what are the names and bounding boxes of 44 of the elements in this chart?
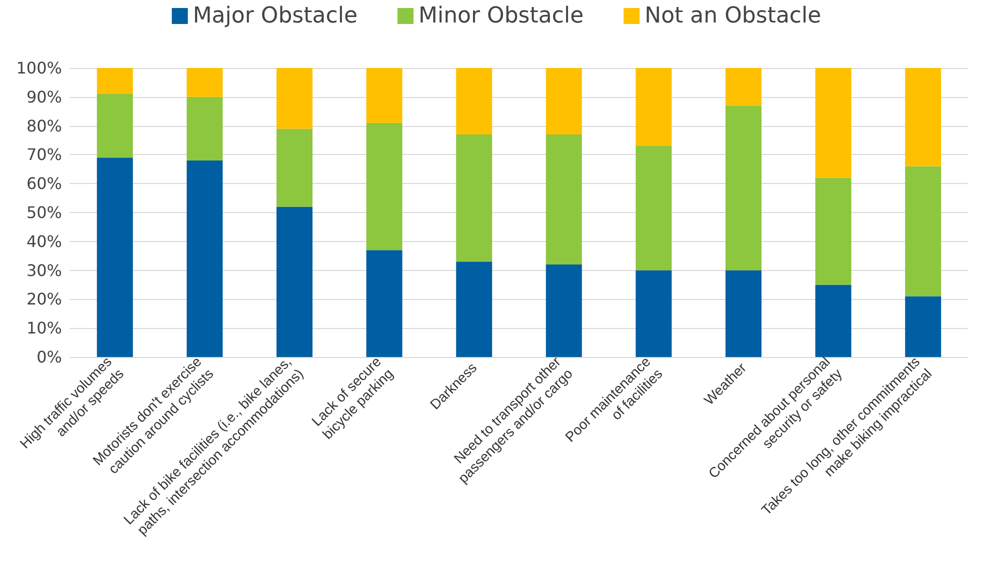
bar [546, 68, 582, 134]
bar [905, 166, 942, 296]
legend-label: Major Obstacle [192, 4, 358, 28]
y-tick-label: 0% [36, 348, 62, 366]
bar [636, 68, 672, 146]
bar [546, 134, 582, 265]
y-tick-label: 10% [26, 318, 62, 338]
bar [456, 68, 492, 134]
bar [905, 296, 942, 357]
bar [366, 122, 402, 250]
bar [815, 68, 852, 178]
bar [96, 158, 133, 357]
bar [905, 68, 942, 166]
bar [456, 134, 492, 262]
bar [186, 68, 223, 97]
legend-label: Not an Obstacle [644, 4, 822, 28]
bar [815, 178, 852, 285]
bar [636, 270, 672, 357]
y-tick-label: 60% [26, 174, 62, 194]
y-tick-label: 40% [26, 232, 62, 251]
bar [276, 128, 312, 207]
bar [726, 68, 762, 106]
bar [96, 68, 133, 94]
bar [726, 270, 762, 357]
y-tick-label: 80% [26, 116, 62, 136]
bar [186, 160, 223, 357]
bar [366, 250, 402, 357]
y-tick-label: 50% [26, 203, 62, 222]
legend-label: Minor Obstacle [418, 4, 584, 28]
bar [276, 68, 312, 129]
bar [366, 68, 402, 123]
bar [96, 94, 133, 158]
bar [815, 284, 852, 357]
bar [186, 96, 223, 160]
y-tick-label: 70% [26, 145, 62, 164]
y-tick-label: 90% [26, 87, 62, 106]
bar [546, 264, 582, 357]
bar [276, 206, 312, 357]
y-tick-label: 100% [16, 58, 62, 78]
bar [636, 146, 672, 270]
y-tick-label: 20% [26, 290, 62, 309]
y-tick-label: 30% [26, 260, 62, 280]
bar [726, 106, 762, 270]
bar [456, 262, 492, 357]
